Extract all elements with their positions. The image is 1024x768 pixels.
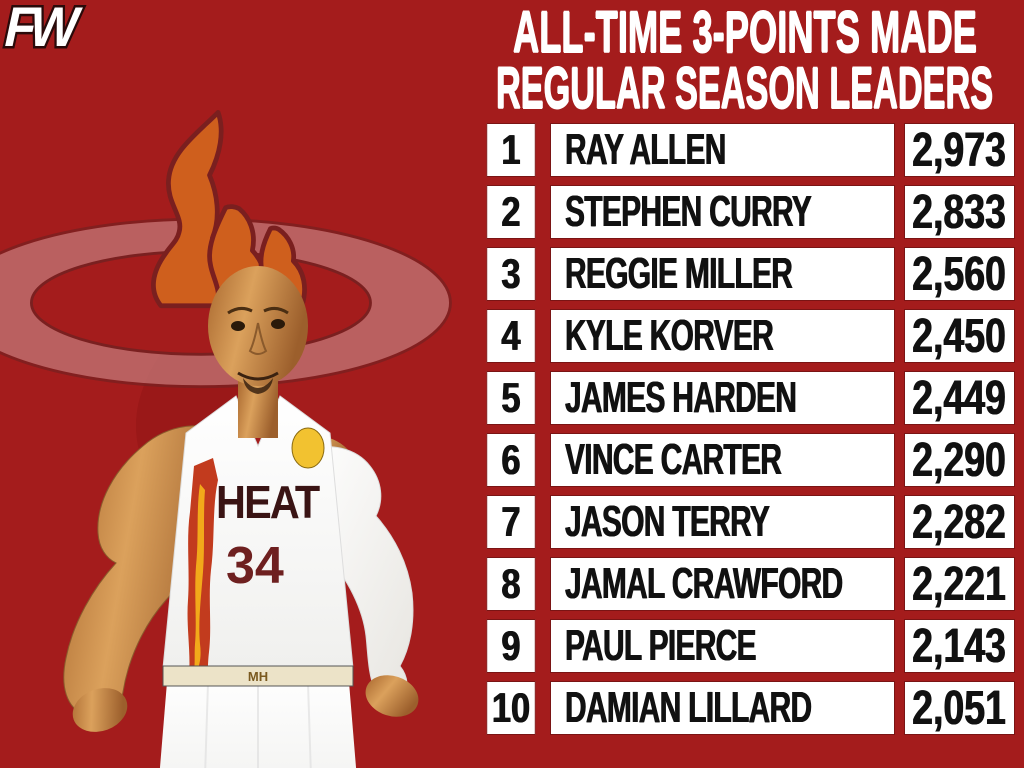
svg-text:HEAT: HEAT (216, 477, 320, 529)
svg-text:34: 34 (226, 537, 284, 595)
svg-text:MH: MH (248, 669, 268, 684)
